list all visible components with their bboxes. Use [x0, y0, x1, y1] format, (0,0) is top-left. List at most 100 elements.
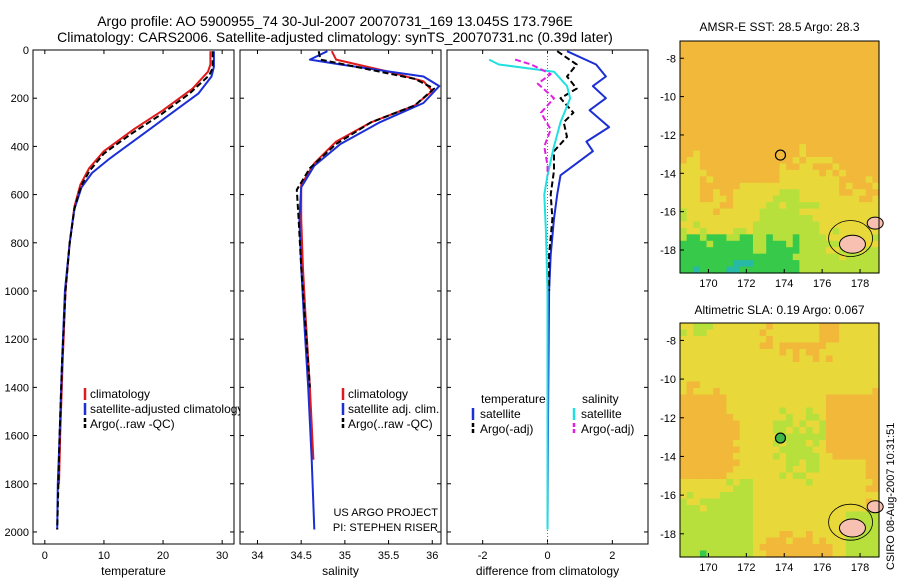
heatmap-cell: [779, 99, 787, 107]
heatmap-cell: [706, 60, 714, 68]
heatmap-cell: [759, 182, 767, 190]
heatmap-cell: [739, 531, 747, 539]
heatmap-cell: [699, 195, 708, 203]
heatmap-cell: [832, 92, 840, 100]
heatmap-cell: [825, 407, 834, 415]
heatmap-cell: [693, 440, 701, 448]
heatmap-cell: [845, 472, 854, 480]
heatmap-cell: [786, 79, 794, 87]
heatmap-cell: [706, 240, 714, 248]
heatmap-cell: [693, 163, 701, 171]
heatmap-cell: [845, 498, 854, 506]
heatmap-cell: [806, 362, 814, 370]
heatmap-cell: [872, 60, 880, 68]
heatmap-cell: [872, 47, 880, 55]
heatmap-cell: [772, 144, 781, 152]
heatmap-cell: [766, 86, 774, 94]
heatmap-cell: [759, 144, 767, 152]
heatmap-cell: [839, 453, 847, 461]
heatmap-cell: [733, 414, 741, 422]
heatmap-cell: [852, 381, 860, 389]
heatmap-cell: [825, 208, 834, 216]
heatmap-cell: [779, 550, 787, 558]
heatmap-cell: [839, 388, 847, 396]
heatmap-cell: [726, 349, 734, 357]
heatmap-cell: [693, 41, 701, 49]
heatmap-cell: [699, 440, 708, 448]
heatmap-cell: [832, 550, 840, 558]
heatmap-cell: [686, 176, 694, 184]
heatmap-cell: [819, 518, 827, 526]
heatmap-cell: [779, 414, 787, 422]
heatmap-cell: [752, 66, 761, 74]
heatmap-cell: [713, 355, 721, 363]
heatmap-cell: [825, 420, 834, 428]
heatmap-cell: [806, 79, 814, 87]
heatmap-cell: [786, 86, 794, 94]
heatmap-cell: [825, 479, 834, 487]
heatmap-cell: [859, 221, 867, 229]
heatmap-cell: [839, 505, 847, 513]
heatmap-cell: [806, 221, 814, 229]
heatmap-cell: [859, 60, 867, 68]
heatmap-cell: [719, 208, 728, 216]
heatmap-cell: [686, 266, 694, 274]
heatmap-cell: [680, 105, 688, 113]
heatmap-cell: [786, 189, 794, 197]
heatmap-cell: [706, 388, 714, 396]
heatmap-cell: [726, 47, 734, 55]
heatmap-cell: [693, 137, 701, 145]
heatmap-cell: [865, 41, 873, 49]
heatmap-cell: [706, 407, 714, 415]
heatmap-cell: [859, 260, 867, 268]
heatmap-cell: [739, 92, 747, 100]
heatmap-cell: [852, 368, 860, 376]
heatmap-cell: [859, 466, 867, 474]
heatmap-cell: [792, 266, 800, 274]
heatmap-cell: [752, 349, 761, 357]
heatmap-cell: [872, 66, 880, 74]
heatmap-cell: [786, 47, 794, 55]
heatmap-cell: [845, 492, 854, 500]
heatmap-cell: [759, 355, 767, 363]
heatmap-cell: [825, 92, 834, 100]
heatmap-cell: [699, 381, 708, 389]
heatmap-cell: [772, 492, 781, 500]
heatmap-cell: [726, 195, 734, 203]
heatmap-cell: [759, 247, 767, 255]
heatmap-cell: [786, 531, 794, 539]
heatmap-cell: [852, 195, 860, 203]
heatmap-cell: [819, 41, 827, 49]
heatmap-cell: [746, 336, 754, 344]
heatmap-cell: [872, 531, 880, 539]
heatmap-cell: [746, 531, 754, 539]
heatmap-cell: [752, 260, 761, 268]
heatmap-cell: [806, 266, 814, 274]
heatmap-cell: [792, 440, 800, 448]
heatmap-cell: [693, 466, 701, 474]
heatmap-cell: [839, 362, 847, 370]
heatmap-cell: [865, 247, 873, 255]
heatmap-cell: [739, 342, 747, 350]
heatmap-cell: [752, 342, 761, 350]
heatmap-cell: [852, 137, 860, 145]
heatmap-cell: [706, 394, 714, 402]
heatmap-cell: [746, 157, 754, 165]
heatmap-cell: [706, 472, 714, 480]
heatmap-cell: [752, 169, 761, 177]
heatmap-cell: [713, 485, 721, 493]
heatmap-cell: [680, 336, 688, 344]
heatmap-cell: [819, 260, 827, 268]
heatmap-cell: [772, 511, 781, 519]
heatmap-cell: [699, 227, 708, 235]
heatmap-cell: [792, 349, 800, 357]
heatmap-cell: [779, 544, 787, 552]
heatmap-cell: [719, 362, 728, 370]
heatmap-cell: [686, 355, 694, 363]
heatmap-cell: [706, 53, 714, 61]
heatmap-cell: [799, 124, 807, 132]
heatmap-cell: [792, 247, 800, 255]
heatmap-cell: [713, 388, 721, 396]
heatmap-cell: [733, 137, 741, 145]
